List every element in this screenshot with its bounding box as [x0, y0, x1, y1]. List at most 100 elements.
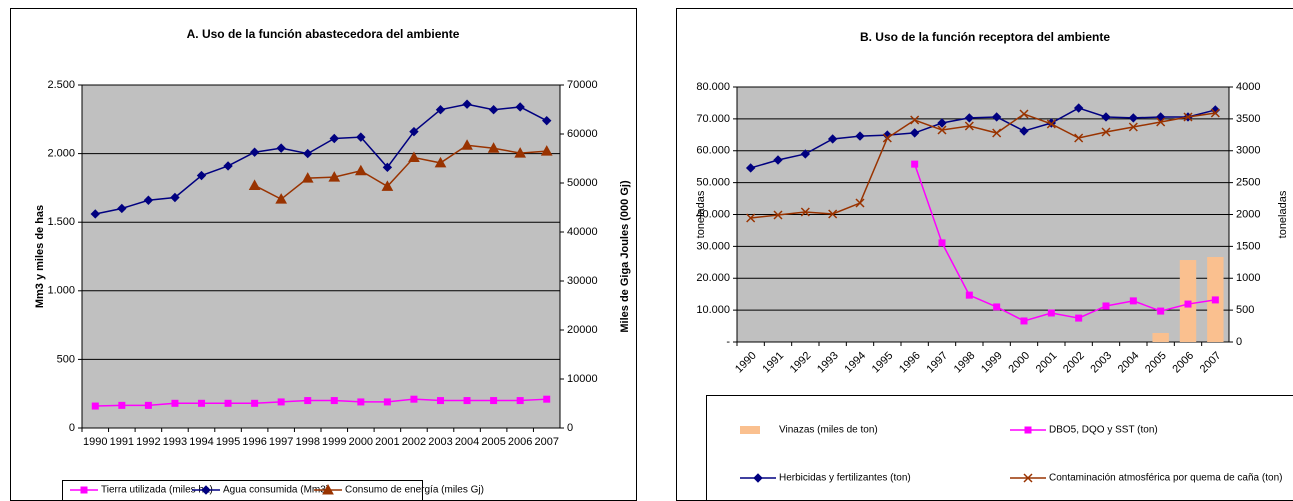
marker	[540, 145, 553, 156]
y2-tick-label: 40000	[567, 226, 598, 238]
y2-tick-label: 70000	[567, 79, 598, 91]
marker	[144, 401, 152, 409]
marker	[488, 104, 499, 115]
marker	[543, 395, 551, 403]
marker	[1101, 127, 1111, 137]
x-tick-label: 1992	[136, 436, 160, 448]
marker	[965, 291, 973, 299]
marker	[855, 131, 865, 141]
marker	[745, 163, 756, 173]
y2-tick-label: 50000	[567, 177, 598, 189]
marker	[800, 149, 811, 159]
marker	[330, 397, 338, 405]
marker	[1074, 133, 1084, 143]
y2-tick-label: 0	[1236, 336, 1242, 348]
marker	[303, 148, 313, 159]
y2-axis-label: Miles de Giga Joules (000 Gj)	[619, 180, 631, 333]
marker	[515, 102, 525, 112]
marker	[249, 147, 260, 157]
marker	[248, 179, 261, 190]
chart: B. Uso de la función receptora del ambie…	[695, 30, 1293, 501]
marker	[827, 134, 838, 144]
y-axis-label: toneladas	[695, 190, 707, 238]
line	[913, 163, 1216, 322]
marker	[909, 128, 920, 138]
marker	[1020, 317, 1028, 325]
marker	[937, 125, 947, 135]
legend-label: Vinazas (miles de ton)	[779, 425, 878, 436]
marker	[251, 399, 259, 407]
marker	[1073, 103, 1084, 113]
y-tick-label: 40.000	[696, 208, 730, 220]
y-tick-label: 10.000	[696, 304, 730, 316]
chart: A. Uso de la función abastecedora del am…	[34, 27, 631, 501]
marker	[143, 195, 154, 205]
marker	[91, 402, 99, 410]
marker	[487, 142, 500, 153]
marker	[937, 118, 947, 128]
x-tick-label: 2007	[534, 436, 558, 448]
y2-tick-label: 500	[1236, 304, 1254, 316]
legend-marker	[322, 483, 334, 495]
x-tick-label: 1998	[295, 436, 319, 448]
marker	[964, 113, 975, 123]
y2-tick-label: 4000	[1236, 81, 1260, 93]
x-tick-label: 1996	[242, 436, 266, 448]
legend-marker	[1023, 473, 1033, 483]
legend-marker	[80, 486, 88, 494]
marker	[1128, 122, 1138, 132]
legend-marker	[753, 473, 763, 483]
y2-tick-label: 1000	[1236, 272, 1260, 284]
marker	[1129, 297, 1137, 305]
marker	[828, 209, 838, 219]
marker	[170, 192, 180, 203]
marker	[1157, 307, 1165, 315]
marker	[1184, 300, 1192, 308]
marker	[964, 121, 974, 131]
y2-tick-label: 2500	[1236, 177, 1260, 189]
marker	[198, 399, 205, 407]
marker	[410, 395, 418, 403]
y-tick-label: 0	[69, 422, 75, 434]
x-tick-label: 1993	[163, 436, 187, 448]
chart-title: A. Uso de la función abastecedora del am…	[187, 27, 460, 41]
y-tick-label: 70.000	[696, 113, 730, 125]
legend-label: Contaminación atmosférica por quema de c…	[1049, 473, 1282, 484]
marker	[882, 133, 892, 143]
marker	[992, 128, 1002, 138]
y2-tick-label: 2000	[1236, 208, 1260, 220]
marker	[1019, 126, 1029, 136]
marker	[383, 398, 391, 406]
chart-title: B. Uso de la función receptora del ambie…	[860, 30, 1110, 44]
y-tick-label: 2.000	[47, 148, 75, 160]
marker	[855, 198, 865, 208]
y2-tick-label: 30000	[567, 275, 598, 287]
y-tick-label: 80.000	[696, 81, 730, 93]
marker	[382, 162, 393, 173]
marker	[408, 151, 420, 163]
y-tick-label: -	[726, 336, 730, 348]
bar	[1152, 333, 1169, 342]
line	[95, 103, 548, 215]
y2-tick-label: 0	[567, 422, 573, 434]
marker	[773, 155, 783, 165]
y-tick-label: 30.000	[696, 240, 730, 252]
line	[95, 398, 547, 407]
y2-tick-label: 10000	[567, 373, 598, 385]
legend-marker	[1024, 426, 1032, 434]
x-tick-label: 2006	[508, 436, 532, 448]
marker	[196, 170, 207, 181]
marker	[1156, 117, 1166, 127]
marker	[1128, 113, 1139, 123]
y-tick-label: 50.000	[696, 177, 730, 189]
marker	[277, 398, 285, 406]
y-tick-label: 1.500	[47, 216, 75, 228]
x-tick-label: 1999	[322, 436, 346, 448]
x-tick-label: 1994	[189, 436, 213, 448]
y2-tick-label: 3000	[1236, 145, 1260, 157]
marker	[746, 213, 756, 223]
x-tick-label: 1991	[110, 436, 134, 448]
marker	[328, 171, 341, 182]
marker	[490, 397, 498, 405]
marker	[991, 112, 1002, 122]
